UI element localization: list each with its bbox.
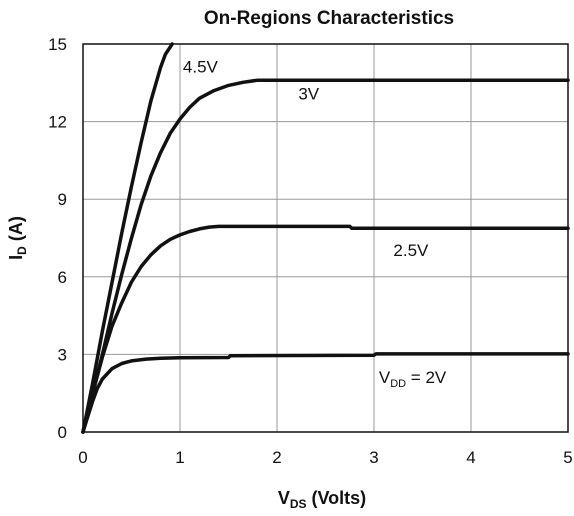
series-line	[81, 224, 570, 434]
x-tick-label: 1	[175, 448, 184, 467]
y-tick-label: 15	[48, 35, 67, 54]
x-tick-label: 2	[272, 448, 281, 467]
series-labels: VDD = 2V 2.5V 3V 4.5V	[183, 57, 447, 389]
series-label: 2.5V	[393, 241, 429, 260]
x-tick-label: 3	[369, 448, 378, 467]
series-line	[81, 78, 570, 434]
series-label-part: 2.5V	[393, 241, 429, 260]
x-tick-label: 0	[78, 448, 87, 467]
y-tick-label: 12	[48, 113, 67, 132]
y-axis-label: ID (A)	[6, 216, 29, 260]
series-label-part: 3V	[298, 85, 319, 104]
x-axis-label: VDS (Volts)	[278, 488, 366, 511]
series-lines	[81, 42, 570, 434]
y-tick-label: 3	[58, 345, 67, 364]
series-label: VDD = 2V	[379, 368, 447, 390]
series-label-part: 4.5V	[183, 57, 219, 76]
chart-title: On-Regions Characteristics	[204, 8, 454, 29]
series-line	[81, 42, 174, 434]
x-tick-label: 5	[563, 448, 572, 467]
grid-lines	[83, 44, 568, 432]
series-label: 3V	[298, 85, 319, 104]
series-label-part: V	[379, 368, 391, 387]
series-label-part: DD	[390, 378, 406, 390]
series-line	[81, 352, 570, 434]
x-tick-label: 4	[466, 448, 475, 467]
y-tick-label: 0	[58, 423, 67, 442]
series-label: 4.5V	[183, 57, 219, 76]
y-tick-label: 6	[58, 268, 67, 287]
plot-frame	[82, 43, 569, 433]
series-label-part: = 2V	[406, 368, 447, 387]
y-tick-label: 9	[58, 190, 67, 209]
